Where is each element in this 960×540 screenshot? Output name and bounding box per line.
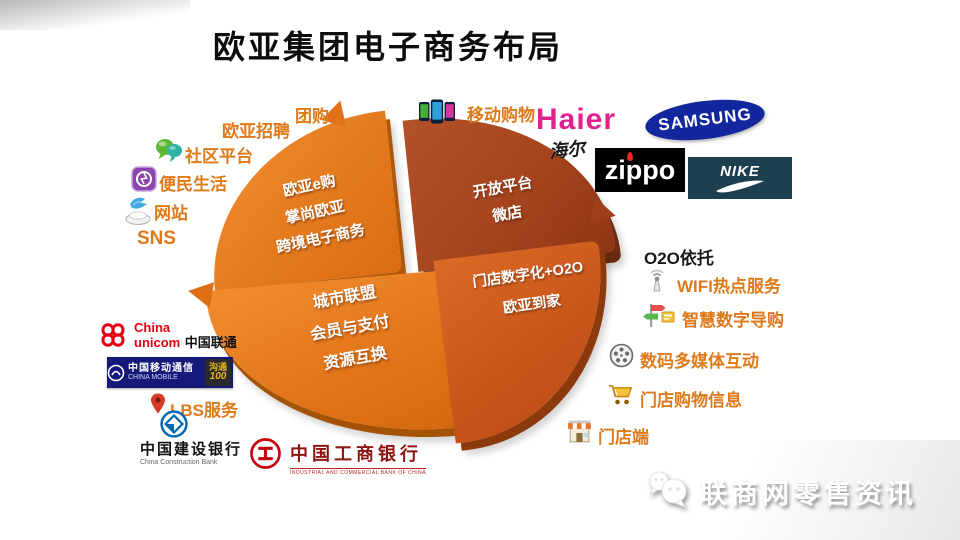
storefront-icon bbox=[566, 419, 593, 444]
zippo-flame-icon bbox=[627, 152, 633, 161]
signpost-icon bbox=[641, 303, 675, 328]
label-mobile-shopping: 移动购物 bbox=[467, 106, 535, 125]
haier-logo: Haier bbox=[536, 103, 617, 136]
unicom-logo: China unicom 中国联通 bbox=[134, 321, 237, 352]
ccb-logo-icon bbox=[160, 410, 188, 438]
app-square-icon bbox=[131, 166, 157, 192]
icbc-logo-icon bbox=[249, 437, 282, 470]
unicom-knot-icon bbox=[96, 320, 130, 350]
smartphones-icon bbox=[418, 98, 456, 125]
label-wifi-hotspot: WIFI热点服务 bbox=[677, 277, 781, 296]
ccb-en: China Construction Bank bbox=[140, 459, 218, 466]
label-eya-recruit: 欧亚招聘 bbox=[222, 122, 290, 141]
goutong-100-badge: 沟通 100 bbox=[205, 359, 231, 386]
page-title: 欧亚集团电子商务布局 bbox=[213, 29, 564, 65]
label-store-shopping-info: 门店购物信息 bbox=[640, 391, 742, 410]
unicom-line1: China bbox=[134, 320, 171, 335]
wechat-bubbles-icon bbox=[645, 469, 693, 511]
label-digital-multimedia: 数码多媒体互动 bbox=[640, 352, 759, 371]
badge-bottom: 100 bbox=[209, 371, 227, 382]
label-group-buying: 团购 bbox=[295, 107, 329, 126]
china-mobile-emblem-icon bbox=[107, 364, 125, 381]
samsung-logo: SAMSUNG bbox=[643, 93, 767, 147]
ccb-cn: 中国建设银行 bbox=[140, 441, 243, 458]
wedge-arrow-right-icon bbox=[589, 197, 619, 229]
nike-swoosh-icon bbox=[716, 180, 764, 192]
label-community-platform: 社区平台 bbox=[185, 147, 253, 166]
wifi-antenna-icon bbox=[645, 267, 669, 293]
ccb-logo: 中国建设银行 China Construction Bank bbox=[140, 438, 242, 466]
badge-top: 沟通 bbox=[208, 362, 227, 372]
zippo-wordmark: zippo bbox=[604, 154, 676, 185]
icbc-logo: 中国工商银行 INDUSTRIAL AND COMMERCIAL BANK OF… bbox=[290, 440, 427, 476]
bird-pedestal-icon bbox=[123, 192, 153, 226]
film-reel-icon bbox=[609, 343, 634, 368]
unicom-line2: unicom bbox=[134, 335, 181, 350]
unicom-cn: 中国联通 bbox=[184, 335, 237, 350]
label-lbs-service: LBS服务 bbox=[170, 401, 238, 420]
china-mobile-logo: 中国移动通信 CHINA MOBILE 沟通 100 bbox=[107, 357, 233, 388]
icbc-en: INDUSTRIAL AND COMMERCIAL BANK OF CHINA bbox=[290, 468, 427, 476]
watermark-label: 联商网零售资讯 bbox=[700, 479, 917, 509]
top-left-gradient bbox=[0, 0, 190, 30]
label-store-terminal: 门店端 bbox=[598, 428, 649, 447]
zippo-logo: zippo bbox=[595, 148, 685, 192]
nike-wordmark: NIKE bbox=[720, 162, 760, 180]
haier-cn-signature: 海尔 bbox=[548, 138, 587, 162]
label-o2o-reliance: O2O依托 bbox=[644, 249, 714, 268]
map-pin-icon bbox=[150, 392, 166, 415]
china-mobile-cn: 中国移动通信 bbox=[128, 362, 194, 374]
label-smart-digital-guide: 智慧数字导购 bbox=[682, 311, 784, 330]
icbc-cn: 中国工商银行 bbox=[290, 444, 422, 464]
label-website: 网站 bbox=[154, 204, 188, 223]
label-sns: SNS bbox=[137, 228, 177, 249]
nike-logo: NIKE bbox=[688, 157, 792, 199]
wedge-arrow-left-icon bbox=[185, 278, 215, 308]
samsung-wordmark: SAMSUNG bbox=[657, 104, 753, 135]
label-convenience-life: 便民生活 bbox=[159, 175, 227, 194]
shopping-cart-icon bbox=[607, 383, 634, 406]
chat-bubbles-icon bbox=[155, 137, 183, 164]
china-mobile-en: CHINA MOBILE bbox=[128, 374, 178, 382]
